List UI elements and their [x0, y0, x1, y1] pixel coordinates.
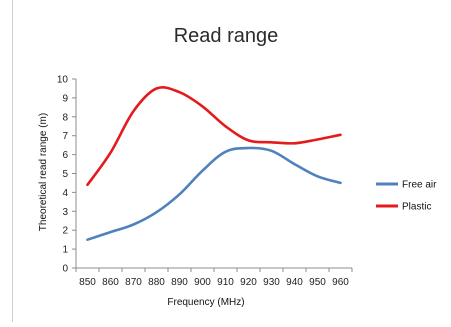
y-tick-label: 4 — [62, 188, 68, 199]
y-tick-label: 5 — [62, 169, 68, 180]
x-tick-label: 930 — [263, 277, 280, 288]
x-tick-label: 910 — [217, 277, 234, 288]
legend: Free air Plastic — [376, 180, 437, 213]
x-tick-label: 890 — [171, 277, 188, 288]
y-tick-label: 9 — [62, 93, 68, 104]
x-tick-label: 870 — [125, 277, 142, 288]
y-axis-label: Theoretical read range (m) — [38, 113, 49, 231]
y-tick-label: 0 — [62, 264, 68, 275]
x-tick-label: 860 — [102, 277, 119, 288]
y-tick-label: 2 — [62, 226, 68, 237]
chart-title: Read range — [174, 25, 279, 47]
y-tick-label: 7 — [62, 131, 68, 142]
series-line-plastic — [86, 86, 342, 187]
x-tick-label: 950 — [309, 277, 326, 288]
y-tick-label: 3 — [62, 207, 68, 218]
x-tick-label: 850 — [79, 277, 96, 288]
y-tick-label: 1 — [62, 245, 68, 256]
x-axis-label: Frequency (MHz) — [167, 297, 244, 308]
x-tick-label: 940 — [286, 277, 303, 288]
y-tick-label: 8 — [62, 112, 68, 123]
x-tick-label: 960 — [332, 277, 349, 288]
legend-label-plastic: Plastic — [402, 202, 431, 213]
legend-label-free-air: Free air — [402, 180, 437, 191]
y-tick-label: 6 — [62, 150, 68, 161]
series-line-free-air — [86, 146, 342, 241]
left-divider — [12, 0, 13, 322]
y-tick-label: 10 — [57, 75, 69, 86]
x-tick-label: 920 — [240, 277, 257, 288]
x-tick-label: 900 — [194, 277, 211, 288]
x-tick-label: 880 — [148, 277, 165, 288]
